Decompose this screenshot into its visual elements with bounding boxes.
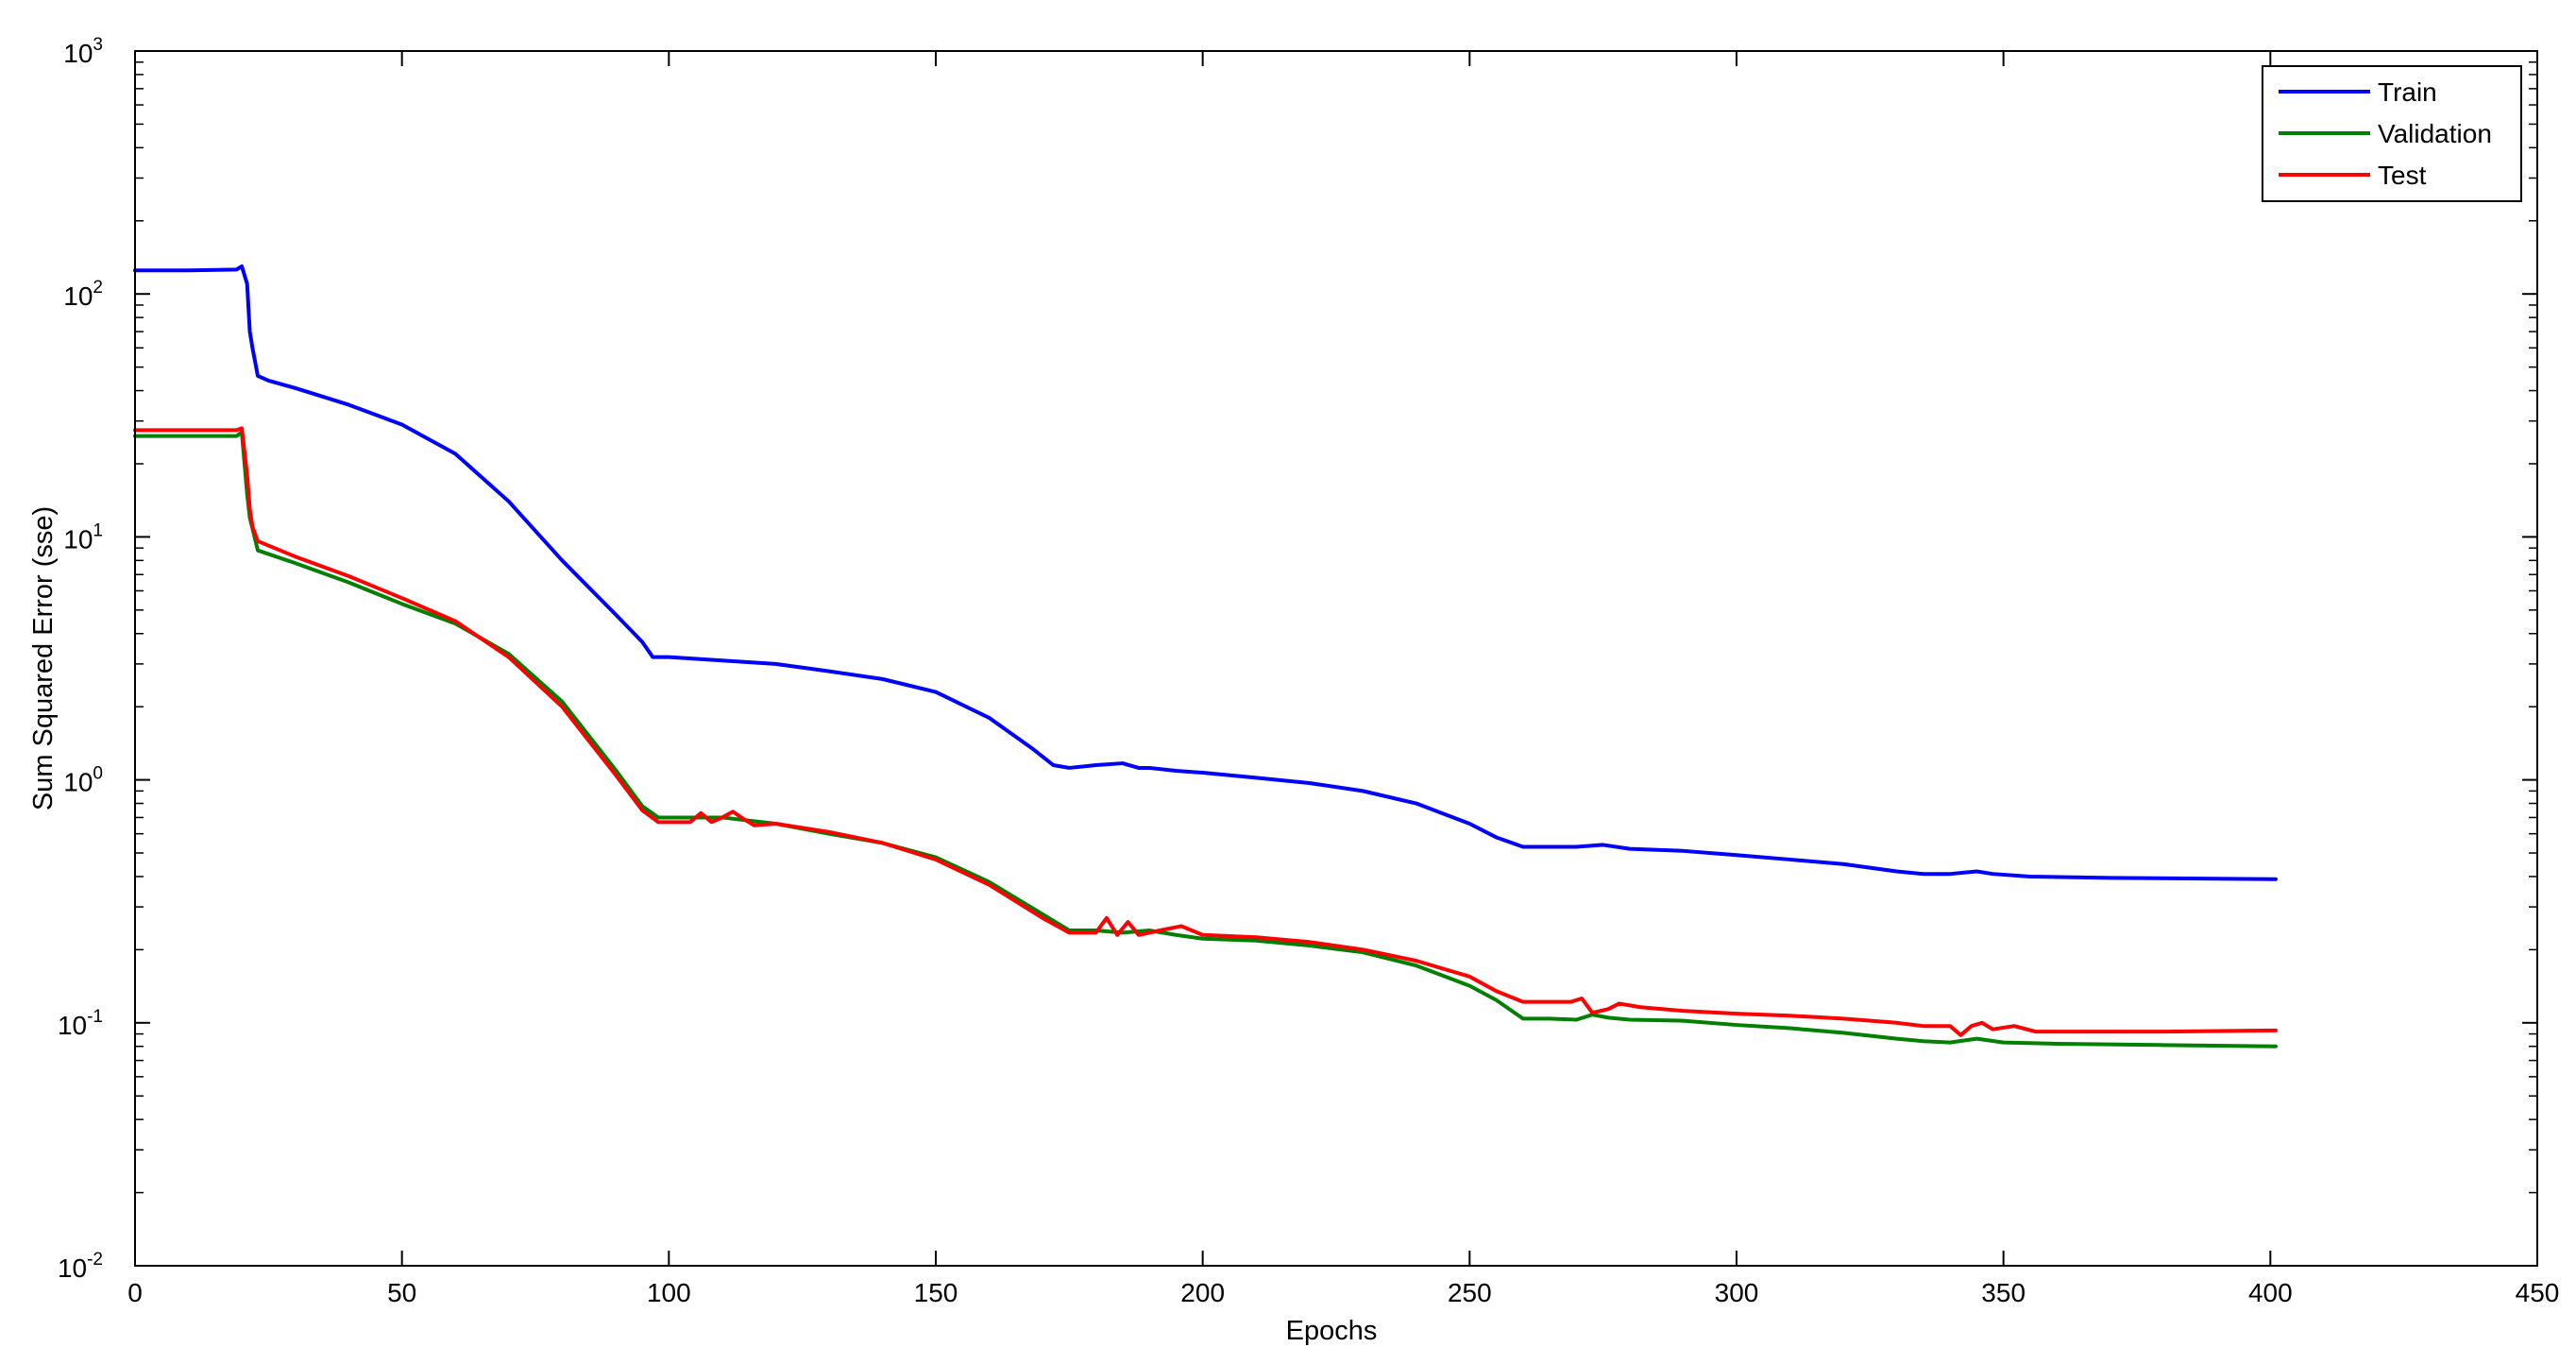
y-tick-base: 10	[63, 39, 93, 68]
legend-label-validation: Validation	[2378, 119, 2492, 148]
x-tick-label: 350	[1981, 1278, 2025, 1307]
y-tick-exponent: -1	[87, 1007, 103, 1027]
ticks-layer: 0 50 100 150 200 250 300 350 400 45010-210-110010…	[58, 35, 2559, 1307]
y-tick-label: 10-2	[58, 1250, 103, 1283]
y-tick-exponent: 2	[93, 278, 103, 298]
x-tick-label: 400	[2248, 1278, 2293, 1307]
x-tick-label: 0	[127, 1278, 143, 1307]
y-axis-label: Sum Squared Error (sse)	[28, 506, 59, 810]
y-tick-base: 10	[63, 768, 93, 797]
legend: Train Validation Test	[2262, 65, 2522, 202]
y-tick-base: 10	[63, 281, 93, 311]
y-tick-label: 102	[63, 278, 103, 311]
y-tick-exponent: 0	[93, 764, 103, 784]
x-axis-label: Epochs	[1286, 1316, 1378, 1346]
series-line-test	[133, 426, 2278, 1037]
y-tick-base: 10	[58, 1253, 87, 1283]
series-line-train	[133, 264, 2278, 881]
y-tick-exponent: 3	[93, 35, 103, 55]
x-tick-label: 450	[2516, 1278, 2560, 1307]
x-tick-label: 250	[1448, 1278, 1492, 1307]
y-tick-label: 100	[63, 764, 103, 797]
x-tick-label: 300	[1715, 1278, 1759, 1307]
y-tick-base: 10	[63, 524, 93, 554]
y-tick-label: 101	[63, 520, 103, 554]
y-tick-exponent: 1	[93, 520, 103, 540]
series-layer	[133, 264, 2278, 1049]
legend-label-test: Test	[2378, 161, 2427, 190]
labels-layer: Epochs Sum Squared Error (sse)	[28, 506, 1377, 1346]
y-tick-base: 10	[58, 1011, 87, 1040]
legend-label-train: Train	[2378, 77, 2437, 107]
y-tick-label: 103	[63, 35, 103, 68]
x-tick-label: 200	[1180, 1278, 1225, 1307]
series-line-validation	[133, 430, 2278, 1049]
y-tick-label: 10-1	[58, 1007, 103, 1040]
axes-box	[134, 50, 2538, 1267]
x-tick-label: 100	[647, 1278, 691, 1307]
y-tick-exponent: -2	[87, 1250, 103, 1270]
x-tick-label: 50	[387, 1278, 416, 1307]
x-tick-label: 150	[914, 1278, 958, 1307]
